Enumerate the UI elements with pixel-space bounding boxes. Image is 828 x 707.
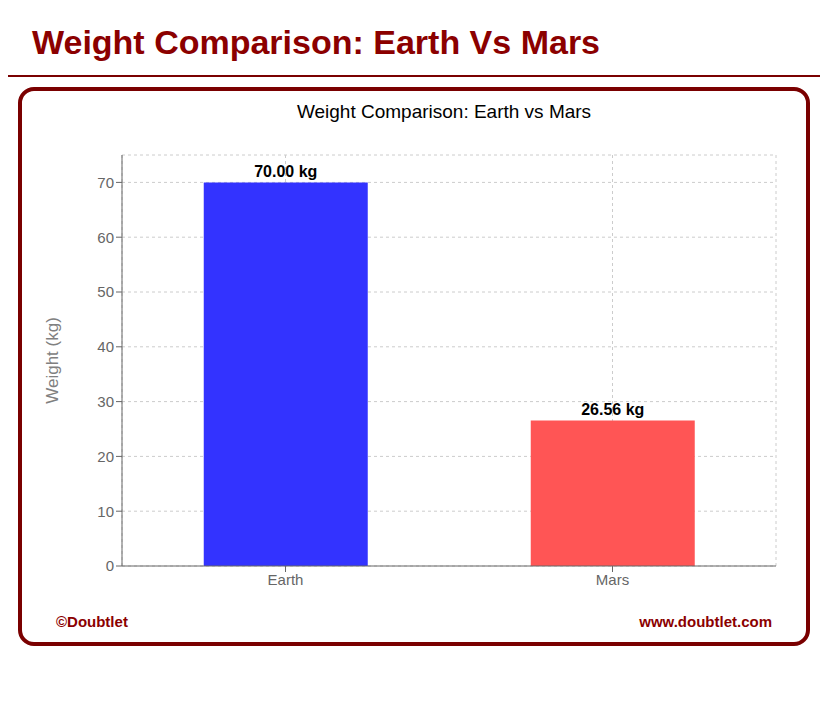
svg-text:70.00 kg: 70.00 kg	[254, 163, 317, 180]
svg-text:40: 40	[97, 338, 114, 355]
svg-text:Weight (kg): Weight (kg)	[43, 317, 62, 404]
html-text:Weight Comparison: Earth Vs Ma: Weight Comparison: Earth Vs Mars	[32, 23, 600, 61]
svg-text:26.56 kg: 26.56 kg	[581, 401, 644, 418]
svg-text:20: 20	[97, 448, 114, 465]
svg-text:0: 0	[106, 557, 114, 574]
svg-text:30: 30	[97, 393, 114, 410]
svg-text:10: 10	[97, 502, 114, 519]
svg-text:50: 50	[97, 283, 114, 300]
svg-text:Earth: Earth	[268, 570, 304, 587]
html-text:Weight Comparison: Earth vs Ma: Weight Comparison: Earth vs Mars	[296, 100, 592, 122]
html-text:©Doubtlet: ©Doubtlet	[56, 612, 128, 630]
svg-text:70: 70	[97, 174, 114, 191]
html-text:www.doubtlet.com: www.doubtlet.com	[639, 612, 772, 630]
svg-text:Mars: Mars	[596, 570, 629, 587]
svg-text:60: 60	[97, 228, 114, 245]
